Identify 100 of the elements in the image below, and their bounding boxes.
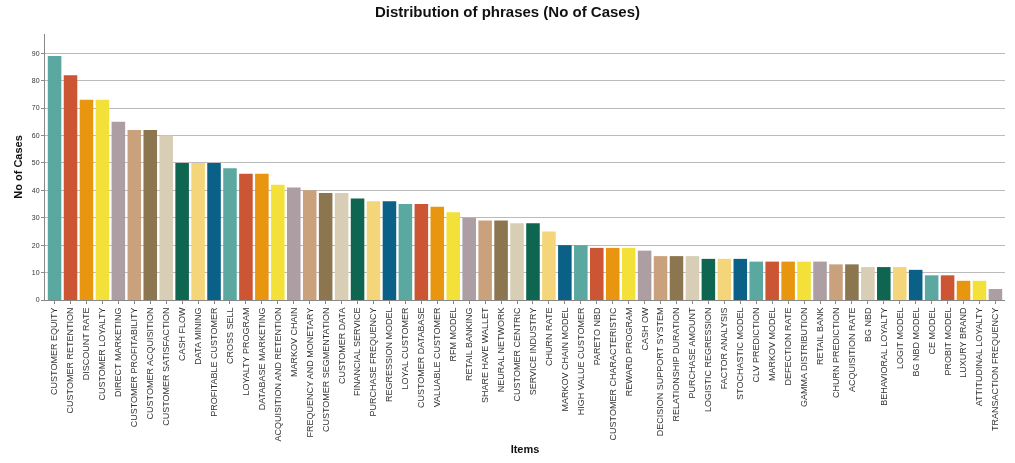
x-tick-label: GAMMA DISTRIBUTION (798, 307, 809, 408)
bar (302, 190, 317, 300)
x-tick-label: CLV PREDICTION (751, 307, 762, 383)
x-tick-label: CUSTOMER CHARACTERISTIC (607, 307, 618, 441)
x-tick-label: RETAIL BANKING (464, 307, 475, 382)
bar (924, 275, 939, 300)
x-tick-label: CHURN PREDICTION (830, 307, 841, 399)
x-tick-label: CUSTOMER SEGMENTATION (320, 307, 331, 433)
bar (191, 162, 205, 300)
bar (223, 168, 237, 300)
x-tick-label: CUSTOMER DATA (336, 307, 347, 385)
bar (558, 245, 572, 300)
y-axis-title: No of Cases (12, 135, 25, 199)
x-tick-label: DECISION SUPPORT SYSTEM (655, 307, 666, 437)
x-tick-label: LUXURY BRAND (958, 307, 969, 378)
bar (589, 247, 604, 300)
x-tick-label: BG NBD (862, 307, 873, 343)
x-tick-label: REGRESSION MODEL (384, 307, 395, 403)
bar (255, 173, 269, 300)
bar (781, 261, 795, 300)
x-tick-label: CUSTOMER EQUITY (49, 307, 60, 395)
x-tick-label: CUSTOMER ACQUISITION (145, 307, 156, 420)
x-tick-label: FREQUENCY AND MONETARY (304, 307, 315, 438)
x-tick-label: SERVICE INDUSTRY (527, 307, 538, 396)
bar (271, 184, 285, 300)
bar (605, 247, 620, 300)
x-tick-label: PURCHASE AMOUNT (687, 307, 698, 399)
bar (175, 162, 189, 300)
bar (207, 162, 221, 300)
bar (877, 267, 891, 300)
x-tick-label: BG NBD MODEL (910, 307, 921, 377)
x-tick-label: CASH FLOW (177, 307, 188, 362)
bar (127, 129, 142, 300)
x-tick-label: MARKOV MODEL (767, 307, 778, 382)
bar (382, 201, 397, 300)
bar (478, 220, 492, 300)
x-axis-title: Items (510, 442, 540, 455)
bar (829, 264, 843, 300)
chart-title: Distribution of phrases (No of Cases) (374, 3, 641, 21)
bar (510, 223, 524, 300)
bar (637, 250, 652, 300)
bar (765, 261, 779, 300)
x-tick-label: STOCHASTIC MODEL (735, 307, 746, 400)
bar (63, 75, 78, 300)
bar (972, 280, 987, 300)
bar (462, 217, 476, 300)
bar (414, 204, 429, 300)
x-tick-label: MARKOV CHAIN (288, 307, 299, 378)
x-tick-label: DATA MINING (193, 307, 204, 365)
x-tick-label: FINANCIAL SERVICE (352, 307, 363, 397)
x-tick-label: REWARD PROGRAM (623, 307, 634, 397)
x-tick-label: RFM MODEL (448, 307, 459, 362)
x-tick-label: CUSTOMER RETENTION (65, 307, 76, 414)
x-tick-label: TRANSACTION FREQUENCY (990, 307, 1001, 432)
x-tick-label: DIRECT MARKETING (113, 307, 124, 397)
x-tick-label: CUSTOMER CENTRIC (511, 307, 522, 402)
x-tick-label: VALUABLE CUSTOMER (432, 307, 443, 408)
x-tick-label: ACQUISITION AND RETENTION (272, 307, 283, 442)
x-tick-label: RELATIONSHIP DURATION (671, 307, 682, 422)
bar (653, 256, 668, 300)
x-tick-label: PURCHASE FREQUENCY (368, 307, 379, 417)
x-tick-label: CHURN RATE (543, 307, 554, 366)
x-tick-label: NEURAL NETWORK (496, 307, 506, 393)
x-tick-label: LOGISTIC REGRESSION (703, 307, 714, 413)
bar (286, 187, 301, 300)
x-tick-label: HIGH VALUE CUSTOMER (575, 307, 586, 416)
bar (813, 261, 827, 300)
bar (669, 256, 684, 300)
x-tick-label: CUSTOMER DATABASE (416, 307, 427, 409)
x-tick-label: CUSTOMER SATISFACTION (161, 307, 172, 426)
x-tick-label: CUSTOMER LOYALTY (97, 307, 108, 401)
x-tick-label: LOYAL CUSTOMER (400, 307, 411, 390)
bar (574, 245, 588, 300)
x-tick-label: FACTOR ANALYSIS (719, 307, 730, 390)
bar (526, 223, 540, 300)
bar (845, 264, 859, 300)
bar (111, 121, 126, 300)
bar (701, 258, 716, 300)
x-tick-label: CUSTOMER PROFITABILITY (129, 307, 140, 428)
bar (797, 261, 811, 300)
bar (79, 99, 94, 300)
x-tick-label: PROBIT MODEL (942, 307, 953, 376)
bar (940, 275, 955, 300)
bar (988, 289, 1003, 300)
bar (430, 206, 445, 300)
bar (733, 258, 748, 300)
x-tick-label: PROFITABLE CUSTOMER (208, 307, 219, 417)
x-tick-label: MARKOV CHAIN MODEL (559, 307, 570, 412)
bar (334, 193, 349, 300)
bar (47, 55, 62, 300)
x-tick-label: ATTITUDINAL LOYALTY (974, 307, 985, 407)
bar (239, 173, 253, 300)
x-tick-label: CROSS SELL (224, 307, 235, 365)
x-tick-label: CASH OW (639, 307, 650, 351)
bar (494, 220, 508, 300)
x-tick-label: SHARE HAVE WALLET (480, 307, 491, 404)
bar (143, 129, 158, 300)
bar (159, 135, 173, 300)
x-tick-label: LOYALTY PROGRAM (240, 307, 251, 396)
x-tick-label: DISCOUNT RATE (81, 307, 92, 381)
